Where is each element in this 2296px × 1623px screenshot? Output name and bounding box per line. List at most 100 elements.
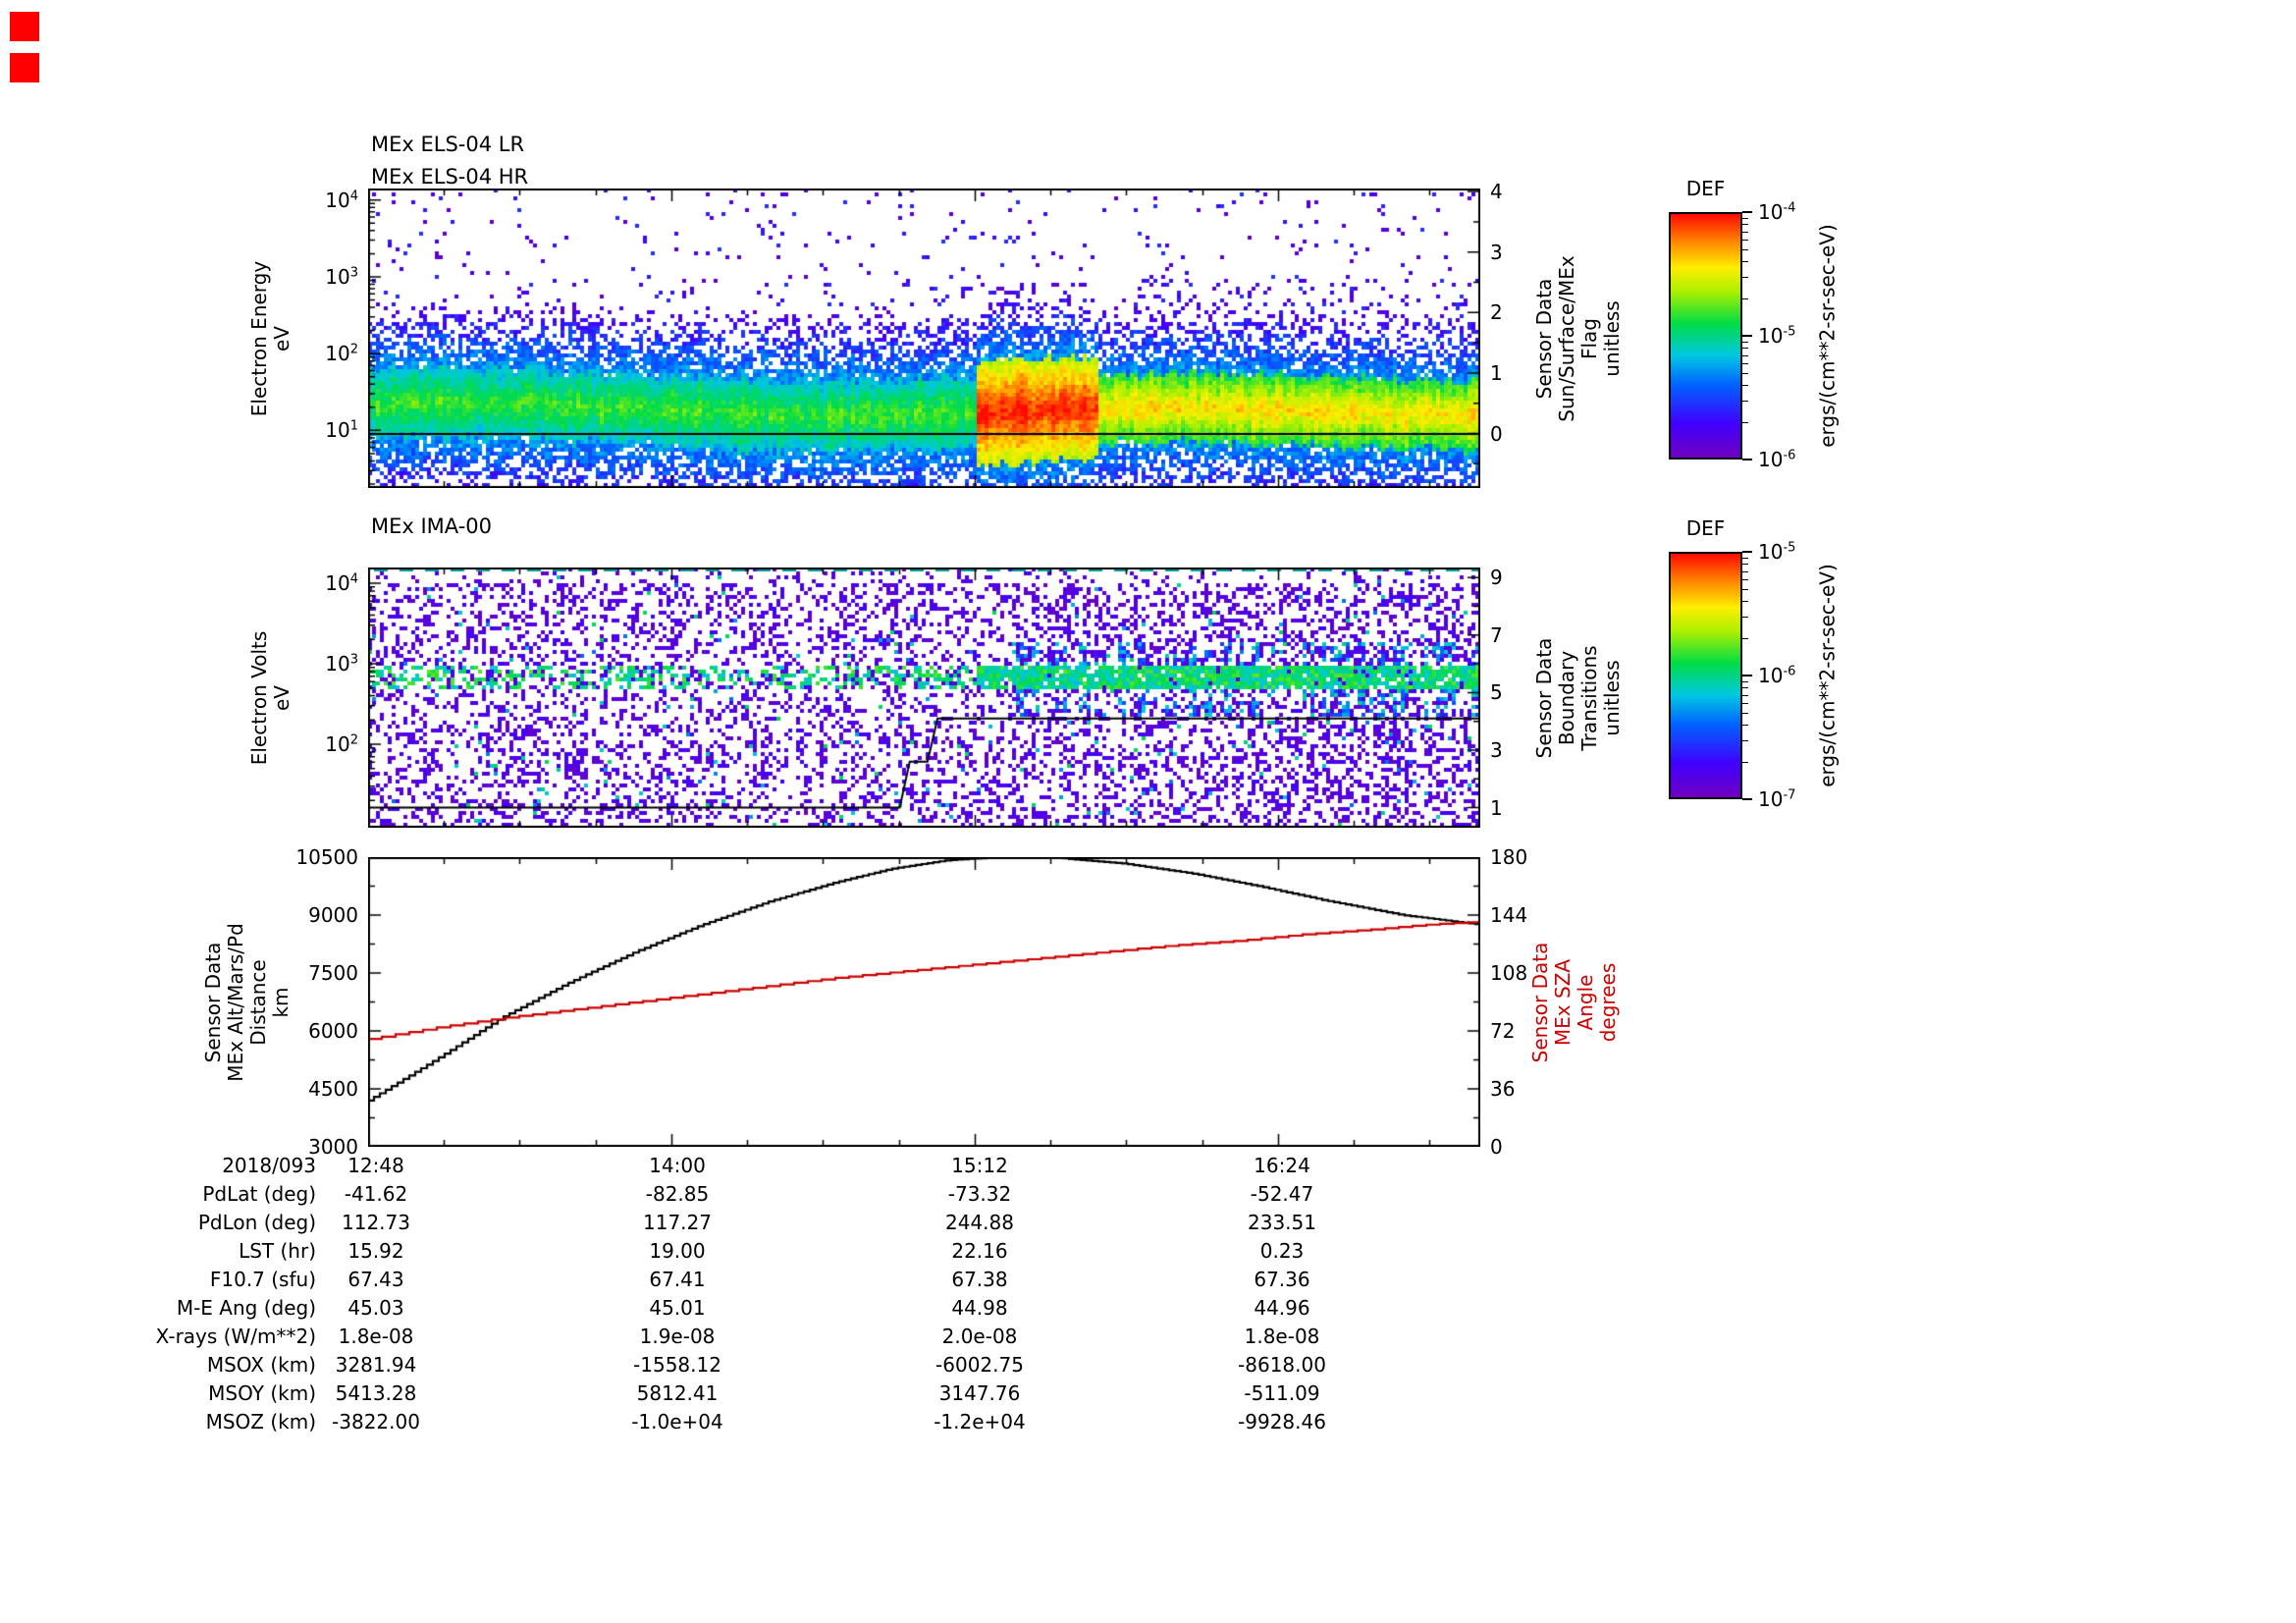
table-cell-value: 2.0e-08 xyxy=(941,1325,1018,1348)
table-row-label: MSOY (km) xyxy=(208,1381,316,1405)
panel2-colorbar-title: DEF xyxy=(1685,516,1726,540)
panel2-colorbar-unit-label: ergs/(cm**2-sr-sec-eV) xyxy=(1815,564,1840,787)
table-cell-value: 67.36 xyxy=(1254,1268,1310,1291)
table-time-label: 16:24 xyxy=(1254,1154,1310,1177)
panel1-colorbar-minor-tick xyxy=(1742,354,1748,356)
table-cell-value: 1.9e-08 xyxy=(639,1325,716,1348)
table-cell-value: 67.41 xyxy=(649,1268,706,1291)
panel1-right-axis-label-line: Flag xyxy=(1577,317,1601,359)
panel1-title-hr: MEx ELS-04 HR xyxy=(371,165,529,189)
panel2-colorbar-minor-tick xyxy=(1742,725,1748,727)
panel2-colorbar-tick-label: 10-6 xyxy=(1758,664,1796,687)
panel1-colorbar-minor-tick xyxy=(1742,248,1748,250)
table-cell-value: 233.51 xyxy=(1248,1211,1316,1234)
table-cell-value: -3822.00 xyxy=(332,1410,420,1434)
panel2-colorbar-minor-tick xyxy=(1742,762,1748,764)
panel3-left-axis-label: Sensor Data MEx Alt/Mars/Pd Distance km xyxy=(201,922,293,1082)
panel1-ytick-label: 102 xyxy=(325,342,358,366)
panel2-right-axis-label-line: Boundary xyxy=(1555,650,1578,745)
panel2-right-axis-label-line: Transitions xyxy=(1577,644,1601,751)
table-cell-value: 5413.28 xyxy=(335,1381,417,1405)
panel1-colorbar-major-tick xyxy=(1742,459,1752,460)
table-cell-value: -82.85 xyxy=(645,1182,710,1206)
panel1-right-axis-label-line: unitless xyxy=(1600,299,1624,377)
panel3-right-axis-label: Sensor Data MEx SZA Angle degrees xyxy=(1528,942,1620,1062)
panel1-els-spectrogram xyxy=(368,189,1480,488)
panel2-colorbar-unit-label-line: ergs/(cm**2-sr-sec-eV) xyxy=(1815,564,1840,787)
table-cell-value: 3281.94 xyxy=(335,1353,417,1377)
panel2-right-axis-label-line: Sensor Data xyxy=(1532,637,1556,758)
table-row-label: M-E Ang (deg) xyxy=(176,1296,316,1320)
panel1-ylabel: Electron Energy eV xyxy=(247,260,294,416)
panel2-colorbar-minor-tick xyxy=(1742,601,1748,603)
panel1-colorbar-tick-label: 10-6 xyxy=(1758,448,1796,471)
table-cell-value: 1.8e-08 xyxy=(338,1325,414,1348)
panel2-colorbar-major-tick xyxy=(1742,551,1752,553)
panel2-boundary-tick-label: 3 xyxy=(1490,737,1503,762)
table-cell-value: -73.32 xyxy=(947,1182,1012,1206)
panel1-flag-tick-label: 2 xyxy=(1490,300,1503,325)
panel2-ylabel-line: Electron Volts xyxy=(247,630,271,765)
panel3-right-axis-label-line: Sensor Data xyxy=(1528,942,1552,1062)
panel3-right-axis-label-line: Angle xyxy=(1574,974,1597,1030)
panel2-boundary-tick-label: 7 xyxy=(1490,622,1503,647)
panel1-colorbar-minor-tick xyxy=(1742,217,1748,219)
panel2-colorbar-minor-tick xyxy=(1742,687,1748,689)
panel1-ytick-label: 103 xyxy=(325,264,358,289)
panel2-colorbar-tick-label: 10-7 xyxy=(1758,787,1796,811)
panel2-colorbar-minor-tick xyxy=(1742,694,1748,696)
panel1-flag-tick-label: 0 xyxy=(1490,421,1503,446)
panel3-left-axis-label-line: MEx Alt/Mars/Pd xyxy=(224,922,247,1082)
panel2-colorbar-minor-tick xyxy=(1742,588,1748,590)
table-cell-value: 67.43 xyxy=(347,1268,404,1291)
panel3-altitude-tick-label: 6000 xyxy=(308,1019,358,1043)
panel2-colorbar-minor-tick xyxy=(1742,739,1748,741)
panel3-right-axis-label-line: degrees xyxy=(1596,962,1620,1042)
panel1-colorbar xyxy=(1669,212,1742,460)
table-cell-value: 67.38 xyxy=(951,1268,1008,1291)
panel2-colorbar-tick-label: 10-5 xyxy=(1758,540,1796,564)
panel1-ylabel-line: eV xyxy=(270,325,294,352)
table-time-label: 12:48 xyxy=(347,1154,404,1177)
table-row-label: PdLon (deg) xyxy=(197,1211,316,1234)
panel2-boundary-tick-label: 5 xyxy=(1490,680,1503,705)
panel2-colorbar-minor-tick xyxy=(1742,712,1748,714)
table-cell-value: -1558.12 xyxy=(633,1353,721,1377)
panel1-right-axis-label: Sensor Data Sun/Surface/MEx Flag unitless xyxy=(1532,255,1624,421)
panel2-colorbar-minor-tick xyxy=(1742,578,1748,580)
panel1-colorbar-unit-label-line: ergs/(cm**2-sr-sec-eV) xyxy=(1815,224,1840,448)
panel1-colorbar-minor-tick xyxy=(1742,276,1748,278)
panel3-sza-tick-label: 144 xyxy=(1490,903,1528,927)
table-row-label: PdLat (deg) xyxy=(202,1182,316,1206)
panel2-colorbar-minor-tick xyxy=(1742,564,1748,566)
table-cell-value: -1.2e+04 xyxy=(934,1410,1026,1434)
panel2-ylabel: Electron Volts eV xyxy=(247,630,294,765)
table-cell-value: 45.01 xyxy=(649,1296,706,1320)
table-cell-value: -6002.75 xyxy=(935,1353,1024,1377)
panel1-colorbar-minor-tick xyxy=(1742,341,1748,343)
panel3-altitude-tick-label: 4500 xyxy=(308,1077,358,1101)
table-cell-value: -1.0e+04 xyxy=(631,1410,723,1434)
panel1-colorbar-minor-tick xyxy=(1742,400,1748,402)
panel2-colorbar-major-tick xyxy=(1742,675,1752,676)
panel1-flag-tick-label: 3 xyxy=(1490,240,1503,264)
panel3-sza-tick-label: 180 xyxy=(1490,845,1528,869)
panel1-colorbar-minor-tick xyxy=(1742,362,1748,364)
panel1-colorbar-title: DEF xyxy=(1685,177,1726,200)
panel1-colorbar-major-tick xyxy=(1742,211,1752,213)
table-cell-value: 244.88 xyxy=(945,1211,1014,1234)
table-cell-value: 5812.41 xyxy=(636,1381,719,1405)
table-row-label: LST (hr) xyxy=(239,1239,316,1263)
panel2-ytick-label: 104 xyxy=(325,570,358,595)
table-cell-value: -8618.00 xyxy=(1238,1353,1326,1377)
panel3-sza-tick-label: 72 xyxy=(1490,1019,1516,1043)
table-cell-value: 112.73 xyxy=(342,1211,410,1234)
panel1-colorbar-minor-tick xyxy=(1742,385,1748,387)
panel2-ytick-label: 103 xyxy=(325,651,358,676)
panel3-right-axis-label-line: MEx SZA xyxy=(1551,958,1575,1046)
panel1-colorbar-minor-tick xyxy=(1742,422,1748,424)
panel1-colorbar-unit-label: ergs/(cm**2-sr-sec-eV) xyxy=(1815,224,1840,448)
panel3-sza-tick-label: 36 xyxy=(1490,1077,1516,1101)
panel3-altitude-tick-label: 10500 xyxy=(295,845,358,869)
panel1-ylabel-line: Electron Energy xyxy=(247,260,271,416)
